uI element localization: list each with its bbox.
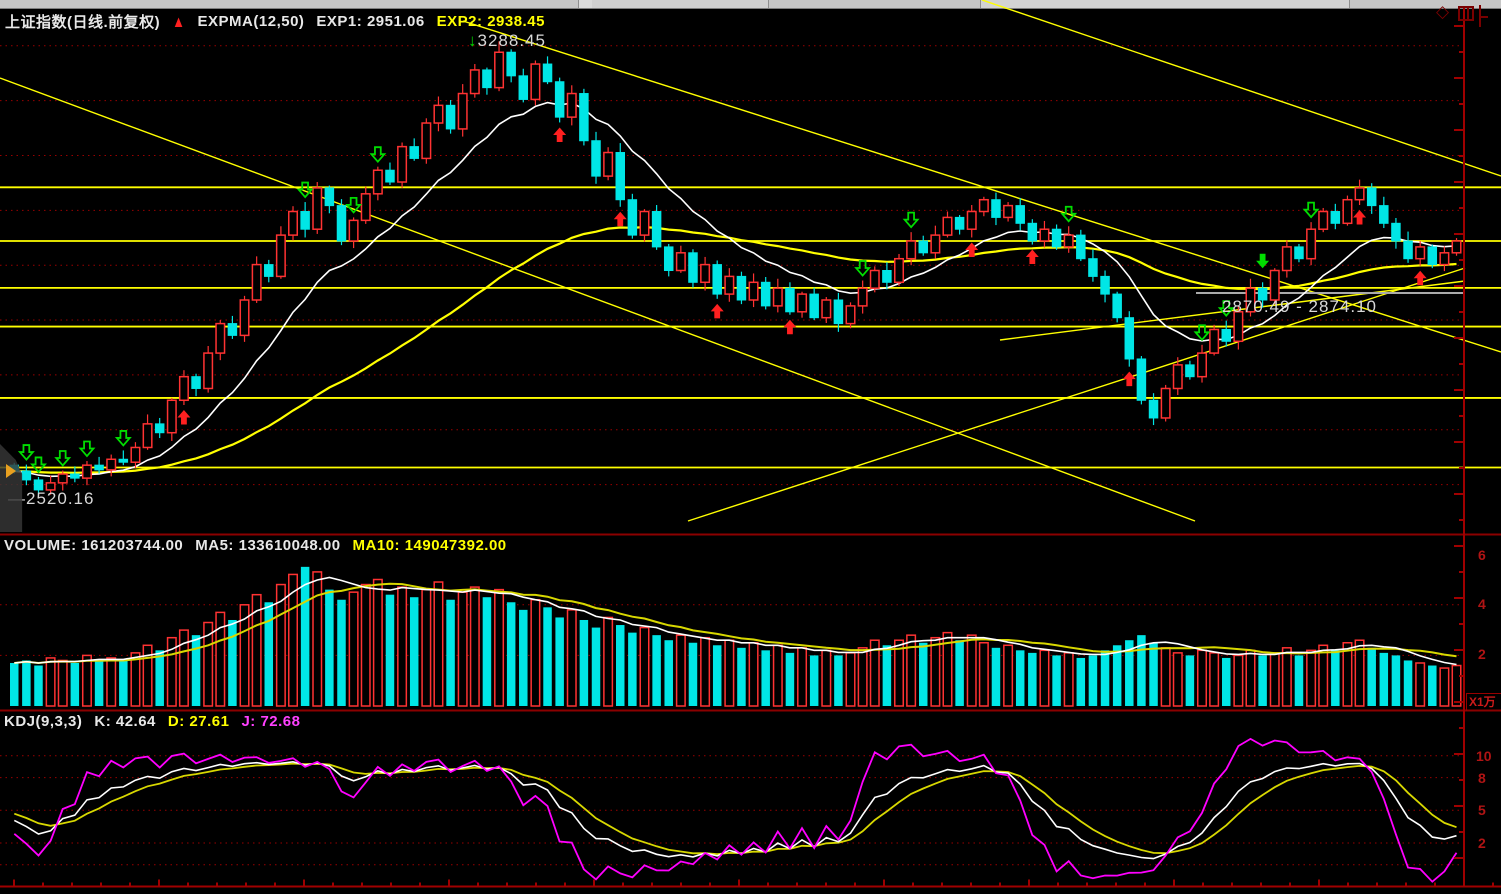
- volume-axis-label-2: 2: [1478, 646, 1486, 662]
- corner-divider-line: [1479, 5, 1481, 27]
- volume-ma10-value: MA10: 149047392.00: [352, 537, 507, 554]
- window-titlebar[interactable]: [0, 0, 1501, 9]
- range-price-label: 2870.49 - 2874.10: [1222, 297, 1378, 316]
- window-layout-icon-divider: [1467, 8, 1469, 19]
- volume-value[interactable]: VOLUME: 161203744.00: [4, 537, 184, 554]
- volume-axis-label-4: 4: [1478, 596, 1486, 612]
- kdj-axis-label-100: 10: [1476, 748, 1492, 764]
- kdj-axis-label-80: 8: [1478, 770, 1486, 786]
- window-layout-icon[interactable]: [1458, 6, 1474, 21]
- side-panel-flap[interactable]: [0, 444, 23, 532]
- kdj-j-value: J: 72.68: [241, 713, 301, 730]
- main-chart-header: 上证指数(日线.前复权) ▲ EXPMA(12,50) EXP1: 2951.0…: [5, 11, 545, 32]
- kdj-header: KDJ(9,3,3) K: 42.64 D: 27.61 J: 72.68: [4, 713, 301, 730]
- peak-price-label: ↓3288.45: [468, 31, 546, 50]
- volume-ma5-value: MA5: 133610048.00: [195, 537, 341, 554]
- symbol-title: 上证指数(日线.前复权): [5, 14, 161, 31]
- kdj-d-value: D: 27.61: [167, 713, 230, 730]
- kdj-axis-label-50: 5: [1478, 802, 1486, 818]
- volume-header: VOLUME: 161203744.00 MA5: 133610048.00 M…: [4, 537, 507, 554]
- buy-signal-icon: ▲: [172, 12, 186, 31]
- kdj-name[interactable]: KDJ(9,3,3): [4, 713, 83, 730]
- exp2-value: EXP2: 2938.45: [436, 13, 545, 30]
- kdj-k-value: K: 42.64: [94, 713, 156, 730]
- titlebar-segment: [980, 0, 1350, 8]
- kdj-axis-label-20: 2: [1478, 835, 1486, 851]
- exp1-value: EXP1: 2951.06: [316, 13, 425, 30]
- indicator-name[interactable]: EXPMA(12,50): [197, 13, 305, 30]
- peak-down-arrow-icon: ↓: [468, 31, 478, 50]
- volume-axis-label-6: 6: [1478, 547, 1486, 563]
- diamond-icon[interactable]: ◇: [1436, 2, 1450, 21]
- expand-panel-arrow-icon[interactable]: [6, 464, 16, 478]
- titlebar-segment: [592, 0, 769, 8]
- volume-unit-label: X1万: [1466, 693, 1501, 711]
- corner-tick-mark: [1481, 16, 1488, 18]
